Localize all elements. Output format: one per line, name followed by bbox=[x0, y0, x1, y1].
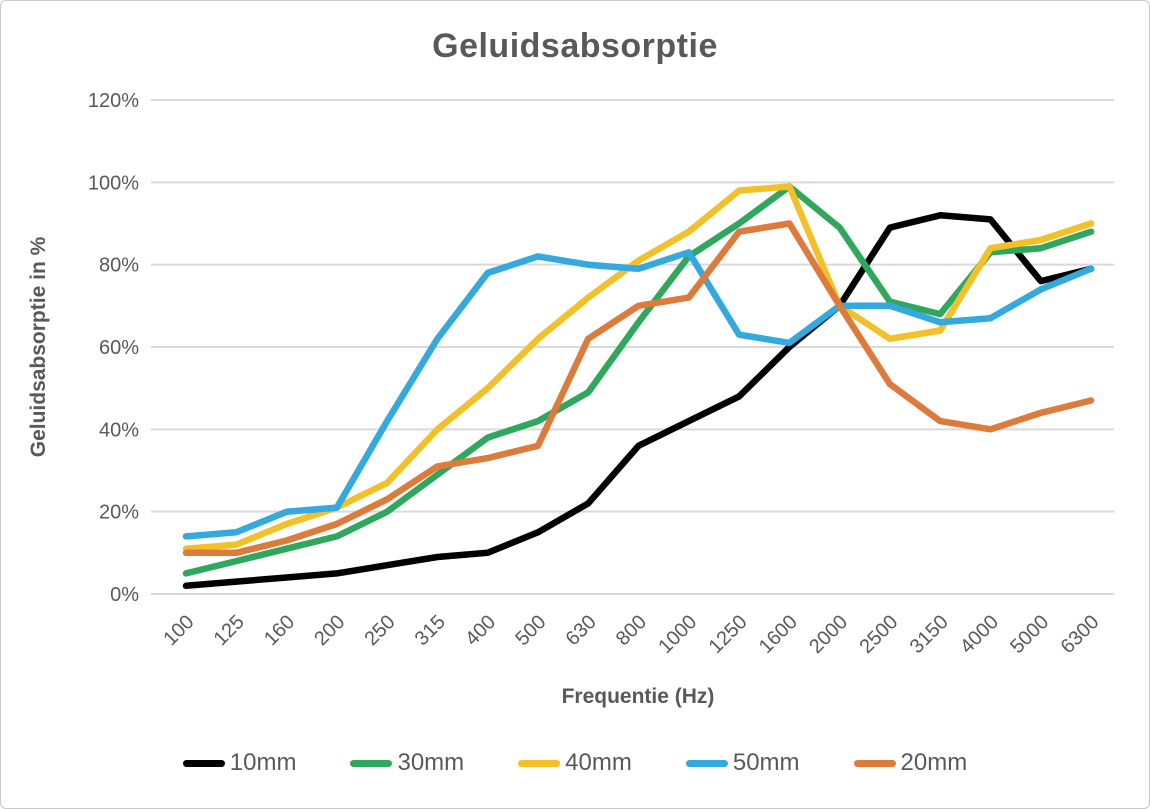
legend-swatch-40mm bbox=[518, 759, 561, 767]
legend-label-20mm: 20mm bbox=[900, 749, 968, 776]
x-axis-tick-label: 800 bbox=[612, 611, 651, 650]
x-axis-title: Frequentie (Hz) bbox=[562, 685, 715, 708]
y-axis-tick-label: 0% bbox=[110, 584, 139, 606]
y-axis-tick-label: 20% bbox=[99, 502, 139, 524]
legend-item-40mm: 40mm bbox=[518, 749, 632, 777]
series-line-50mm bbox=[182, 249, 1095, 540]
y-axis-tick-label: 60% bbox=[99, 337, 139, 359]
x-axis-tick-label: 400 bbox=[461, 611, 500, 650]
chart-title: Geluidsabsorptie bbox=[432, 27, 718, 65]
x-axis-tick-label: 315 bbox=[411, 611, 450, 650]
legend-item-20mm: 20mm bbox=[853, 749, 968, 777]
legend-item-10mm: 10mm bbox=[182, 749, 297, 777]
x-axis-tick-label: 2500 bbox=[855, 611, 902, 658]
x-axis-tick-labels: 100 125 160 200 250 315 400 500 630 800 1000 1250 16… bbox=[159, 611, 1103, 658]
y-axis-tick-labels: 0% 20% 40% 60% 80% 100% 120% bbox=[88, 90, 139, 606]
x-axis-tick-label: 1600 bbox=[755, 611, 802, 658]
x-axis-tick-label: 1250 bbox=[705, 611, 752, 658]
series-line-30mm bbox=[182, 183, 1095, 577]
legend-label-50mm: 50mm bbox=[732, 749, 800, 776]
x-axis-tick-label: 630 bbox=[562, 611, 601, 650]
series-line-10mm bbox=[182, 212, 1095, 590]
x-axis-tick-label: 125 bbox=[210, 611, 249, 650]
x-axis-tick-label: 500 bbox=[511, 611, 550, 650]
x-axis-tick-label: 5000 bbox=[1006, 611, 1053, 658]
chart-legend: 10mm 30mm 40mm 50mm 20mm bbox=[1, 749, 1149, 777]
legend-label-40mm: 40mm bbox=[565, 749, 632, 776]
y-axis-tick-label: 100% bbox=[88, 172, 139, 194]
x-axis-tick-label: 3150 bbox=[906, 611, 953, 658]
legend-item-30mm: 30mm bbox=[350, 749, 464, 777]
legend-swatch-30mm bbox=[350, 759, 393, 767]
x-axis-tick-label: 4000 bbox=[956, 611, 1003, 658]
series-line-20mm bbox=[182, 220, 1095, 557]
legend-swatch-10mm bbox=[182, 759, 225, 767]
legend-label-10mm: 10mm bbox=[229, 749, 297, 776]
legend-swatch-50mm bbox=[685, 759, 728, 767]
y-axis-tick-label: 40% bbox=[99, 419, 139, 441]
legend-item-50mm: 50mm bbox=[685, 749, 800, 777]
x-axis-tick-label: 6300 bbox=[1057, 611, 1104, 658]
x-axis-tick-label: 2000 bbox=[805, 611, 852, 658]
x-axis-tick-label: 100 bbox=[159, 611, 198, 650]
x-axis-tick-label: 250 bbox=[360, 611, 399, 650]
series-line-40mm bbox=[182, 183, 1095, 552]
x-axis-tick-label: 200 bbox=[310, 611, 349, 650]
y-axis-title: Geluidsabsorptie in % bbox=[27, 236, 50, 457]
x-axis-tick-label: 1000 bbox=[654, 611, 701, 658]
legend-swatch-20mm bbox=[853, 759, 896, 767]
legend-label-30mm: 30mm bbox=[397, 749, 465, 776]
y-axis-tick-label: 120% bbox=[88, 90, 139, 112]
series-lines bbox=[182, 183, 1095, 590]
y-axis-tick-label: 80% bbox=[99, 255, 139, 277]
x-axis-tick-label: 160 bbox=[260, 611, 299, 650]
